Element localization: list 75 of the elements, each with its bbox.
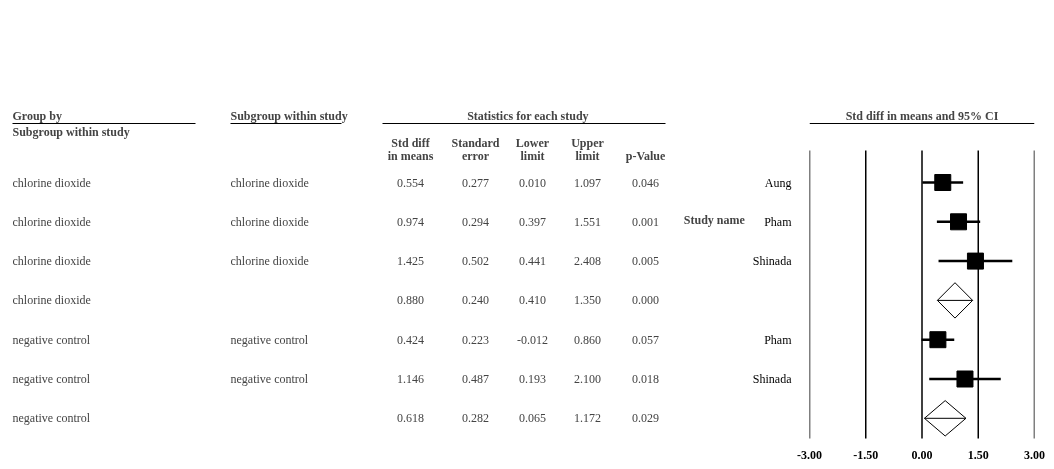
y-tick-label: Pham bbox=[764, 332, 793, 347]
text: 0.018 bbox=[632, 372, 659, 386]
point bbox=[923, 400, 967, 437]
text: 1.172 bbox=[574, 411, 601, 426]
text: 1.425 bbox=[397, 254, 424, 269]
y-tick-label: Pham bbox=[764, 214, 793, 229]
text: negative control bbox=[12, 372, 91, 386]
text: Subgroup within study bbox=[230, 108, 348, 123]
text: chlorine dioxide bbox=[230, 214, 309, 229]
text: chlorine dioxide bbox=[12, 175, 91, 190]
text: 0.502 bbox=[462, 254, 489, 269]
text: negative control bbox=[12, 411, 91, 426]
text: negative control bbox=[12, 332, 91, 347]
text: 0.000 bbox=[632, 293, 659, 308]
category-label: p-Value bbox=[625, 148, 666, 163]
x-tick-label: 1.50 bbox=[967, 447, 989, 462]
text: 0.618 bbox=[397, 411, 424, 426]
category-label: Standard error bbox=[451, 135, 500, 163]
text: chlorine dioxide bbox=[12, 214, 91, 229]
text: 0.282 bbox=[462, 411, 489, 426]
category-label: Upper limit bbox=[571, 135, 605, 163]
text: 0.223 bbox=[462, 332, 489, 347]
text: 0.424 bbox=[397, 332, 424, 347]
point bbox=[934, 174, 952, 191]
text: 0.001 bbox=[632, 214, 659, 229]
point bbox=[950, 213, 968, 231]
point bbox=[956, 370, 974, 388]
chart-title: Std diff in means and 95% CI bbox=[845, 108, 999, 123]
text: 0.397 bbox=[519, 214, 546, 229]
text: 1.097 bbox=[574, 175, 601, 190]
text: chlorine dioxide bbox=[230, 175, 309, 190]
text: chlorine dioxide bbox=[230, 254, 309, 269]
text: 0.065 bbox=[519, 411, 546, 426]
point bbox=[966, 252, 984, 270]
y-tick-label: Shinada bbox=[752, 254, 793, 269]
text: 0.974 bbox=[397, 214, 424, 229]
x-tick-label: -1.50 bbox=[853, 447, 879, 462]
text: 1.551 bbox=[574, 214, 601, 229]
y-tick-label: Shinada bbox=[752, 372, 793, 386]
text: 0.487 bbox=[462, 372, 489, 386]
x-tick-label: 0.00 bbox=[911, 447, 933, 462]
x-tick-label: -3.00 bbox=[797, 447, 822, 462]
x-tick-label: 3.00 bbox=[1024, 447, 1045, 462]
text: chlorine dioxide bbox=[12, 254, 91, 269]
text: 2.408 bbox=[574, 254, 601, 269]
text: 0.240 bbox=[462, 293, 489, 308]
text: 0.005 bbox=[632, 254, 659, 269]
y-axis-title: Study name bbox=[683, 213, 746, 227]
point bbox=[929, 331, 947, 349]
text: 0.860 bbox=[574, 332, 601, 347]
text: 0.277 bbox=[462, 175, 489, 190]
text: 0.294 bbox=[462, 214, 489, 229]
category-label: Subgroup within study bbox=[12, 124, 130, 139]
text: 0.029 bbox=[632, 411, 659, 426]
text: 0.441 bbox=[519, 254, 546, 269]
text: 0.057 bbox=[632, 332, 659, 347]
text: 0.010 bbox=[519, 175, 546, 190]
text: 1.350 bbox=[574, 293, 601, 308]
text: 1.146 bbox=[397, 372, 424, 386]
text: 0.410 bbox=[519, 293, 546, 308]
text: 0.193 bbox=[519, 372, 546, 386]
text: -0.012 bbox=[517, 332, 548, 347]
category-label: Lower limit bbox=[515, 135, 550, 163]
text: negative control bbox=[230, 332, 309, 347]
text: 0.046 bbox=[632, 175, 659, 190]
text: negative control bbox=[230, 372, 309, 386]
text: 2.100 bbox=[574, 372, 601, 386]
y-tick-label: Aung bbox=[764, 175, 792, 190]
text: chlorine dioxide bbox=[12, 293, 91, 308]
text: 0.880 bbox=[397, 293, 424, 308]
point bbox=[936, 282, 974, 319]
text: Statistics for each study bbox=[467, 108, 589, 123]
text: 0.554 bbox=[397, 175, 424, 190]
category-label: Group by bbox=[12, 108, 62, 123]
category-label: Std diff in means bbox=[387, 135, 434, 163]
